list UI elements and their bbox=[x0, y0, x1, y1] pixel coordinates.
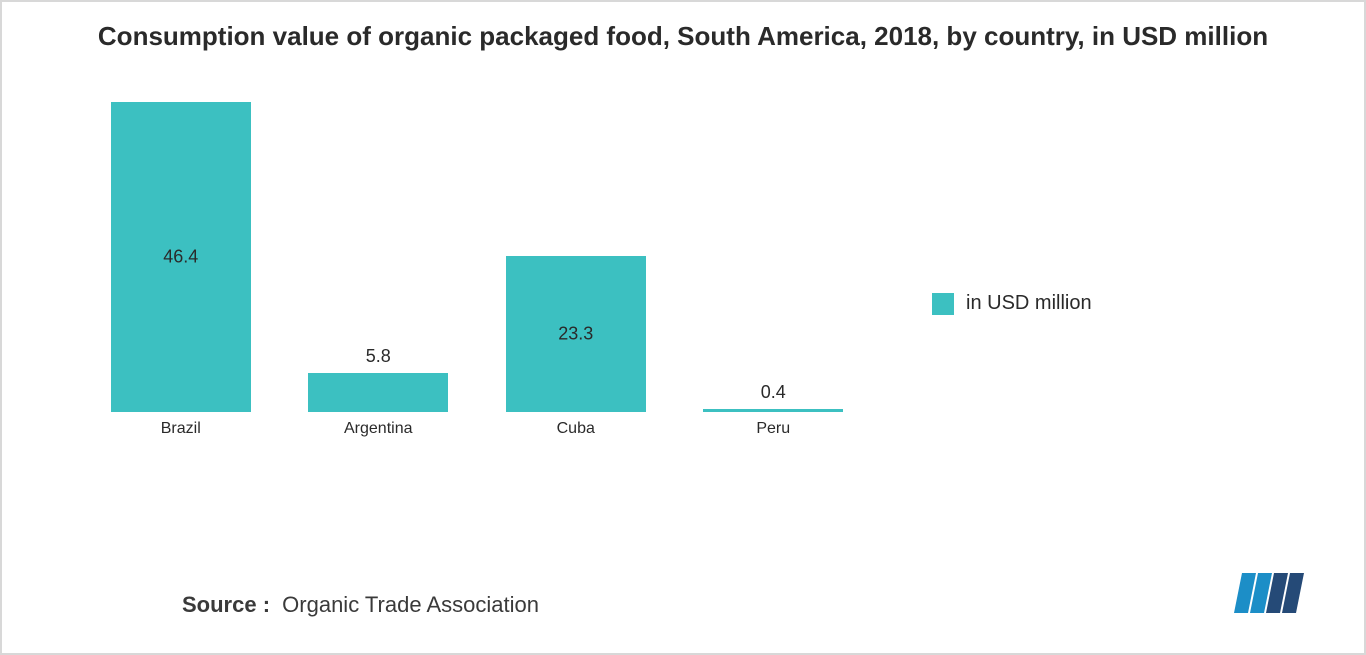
category-label: Brazil bbox=[82, 420, 280, 438]
bar-value-label: 46.4 bbox=[111, 247, 251, 268]
bar-value-label: 5.8 bbox=[308, 346, 448, 367]
category-label: Cuba bbox=[477, 420, 675, 438]
bar: 5.8 bbox=[308, 373, 448, 412]
legend: in USD million bbox=[932, 292, 1092, 315]
chart-container: Consumption value of organic packaged fo… bbox=[0, 0, 1366, 655]
source-text: Organic Trade Association bbox=[282, 592, 539, 617]
legend-swatch bbox=[932, 293, 954, 315]
chart-plot-area: 46.4 Brazil 5.8 Argentina 23.3 Cuba 0.4 Peru bbox=[82, 102, 872, 442]
category-label: Argentina bbox=[280, 420, 478, 438]
chart-title: Consumption value of organic packaged fo… bbox=[42, 20, 1324, 53]
bars-group: 46.4Brazil5.8Argentina23.3Cuba0.4Peru bbox=[82, 102, 872, 412]
brand-logo-icon bbox=[1234, 573, 1304, 613]
bar-value-label: 23.3 bbox=[506, 324, 646, 345]
category-label: Peru bbox=[675, 420, 873, 438]
bar: 23.3 bbox=[506, 256, 646, 412]
source-line: Source : Organic Trade Association bbox=[182, 592, 539, 618]
source-label: Source : bbox=[182, 592, 270, 617]
bar-value-label: 0.4 bbox=[703, 382, 843, 403]
bar: 0.4 bbox=[703, 409, 843, 412]
legend-label: in USD million bbox=[966, 292, 1092, 315]
bar: 46.4 bbox=[111, 102, 251, 412]
